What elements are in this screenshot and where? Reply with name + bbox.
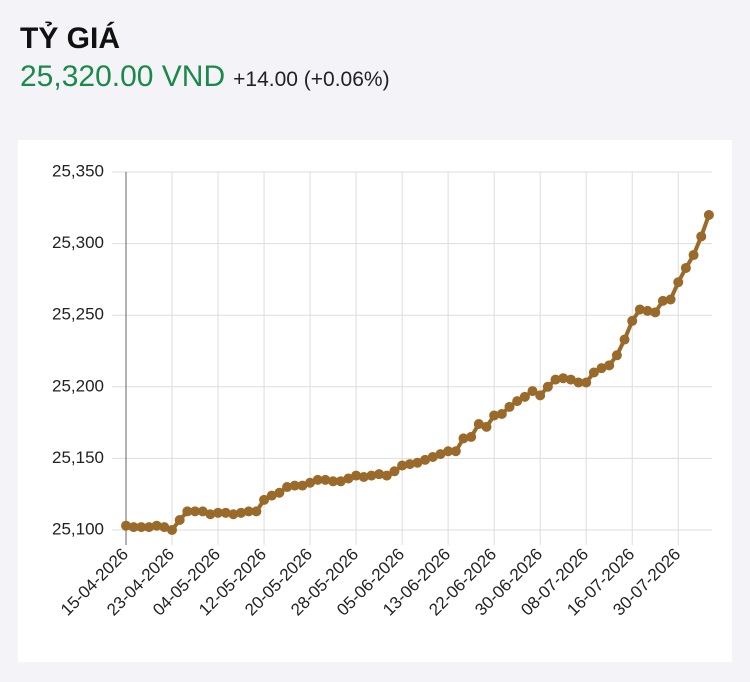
point bbox=[397, 460, 408, 471]
point bbox=[619, 334, 630, 345]
point bbox=[412, 457, 423, 468]
point bbox=[596, 363, 607, 374]
point bbox=[673, 277, 684, 288]
point bbox=[535, 390, 546, 401]
point bbox=[558, 373, 569, 384]
price: 25,320.00 VND bbox=[20, 60, 226, 93]
point bbox=[542, 381, 553, 392]
point bbox=[205, 509, 216, 520]
point bbox=[289, 480, 300, 491]
chart-panel bbox=[18, 140, 732, 662]
y-tick-label: 25,100 bbox=[52, 519, 104, 538]
point bbox=[565, 374, 576, 385]
point bbox=[504, 401, 515, 412]
point bbox=[144, 522, 155, 533]
header: TỶ GIÁ 25,320.00 VND +14.00 (+0.06%) bbox=[20, 22, 390, 94]
point bbox=[182, 506, 193, 517]
point bbox=[335, 476, 346, 487]
point bbox=[366, 470, 377, 481]
point bbox=[627, 315, 638, 326]
point bbox=[136, 522, 147, 533]
point bbox=[588, 367, 599, 378]
point bbox=[466, 431, 477, 442]
point bbox=[312, 474, 323, 485]
point bbox=[343, 473, 354, 484]
point bbox=[458, 433, 469, 444]
point bbox=[320, 474, 331, 485]
point bbox=[489, 410, 500, 421]
point bbox=[519, 391, 530, 402]
y-tick-label: 25,200 bbox=[52, 376, 104, 395]
point bbox=[297, 480, 308, 491]
point bbox=[481, 421, 492, 432]
point bbox=[174, 514, 185, 525]
point bbox=[128, 522, 139, 533]
point bbox=[550, 374, 561, 385]
point bbox=[351, 470, 362, 481]
point bbox=[197, 506, 208, 517]
point bbox=[151, 520, 162, 531]
point bbox=[374, 469, 385, 480]
point bbox=[435, 449, 446, 460]
point bbox=[581, 377, 592, 388]
point bbox=[696, 231, 707, 242]
y-tick-label: 25,150 bbox=[52, 448, 104, 467]
point bbox=[121, 520, 131, 531]
point bbox=[450, 446, 461, 457]
point bbox=[634, 304, 645, 315]
point bbox=[650, 307, 661, 318]
point bbox=[703, 209, 714, 220]
point bbox=[443, 446, 454, 457]
point bbox=[642, 305, 653, 316]
point bbox=[243, 506, 254, 517]
point bbox=[657, 295, 668, 306]
point bbox=[190, 506, 201, 517]
point bbox=[665, 294, 676, 305]
y-tick-label: 25,300 bbox=[52, 233, 104, 252]
point bbox=[688, 250, 699, 261]
change: +14.00 (+0.06%) bbox=[233, 68, 390, 91]
point bbox=[274, 487, 285, 498]
point bbox=[236, 507, 247, 518]
point bbox=[251, 506, 262, 517]
point bbox=[228, 509, 239, 520]
point bbox=[604, 360, 615, 371]
point bbox=[282, 482, 293, 493]
title: TỶ GIÁ bbox=[20, 22, 121, 55]
line bbox=[125, 214, 711, 533]
point bbox=[213, 507, 224, 518]
point bbox=[420, 454, 431, 465]
point bbox=[404, 459, 415, 470]
point bbox=[358, 472, 369, 483]
point bbox=[328, 476, 339, 487]
point bbox=[305, 477, 316, 488]
point bbox=[473, 419, 484, 430]
point bbox=[427, 451, 438, 462]
point bbox=[266, 490, 277, 501]
point bbox=[527, 386, 538, 397]
point bbox=[220, 507, 231, 518]
point bbox=[496, 409, 507, 420]
point bbox=[159, 522, 170, 533]
point bbox=[512, 396, 523, 407]
y-tick-label: 25,350 bbox=[52, 161, 104, 180]
point bbox=[389, 466, 400, 477]
point bbox=[680, 262, 691, 273]
y-tick-label: 25,250 bbox=[52, 305, 104, 324]
point bbox=[259, 494, 270, 505]
point bbox=[167, 525, 178, 535]
point bbox=[611, 350, 622, 361]
point bbox=[573, 377, 584, 388]
point bbox=[381, 470, 392, 481]
